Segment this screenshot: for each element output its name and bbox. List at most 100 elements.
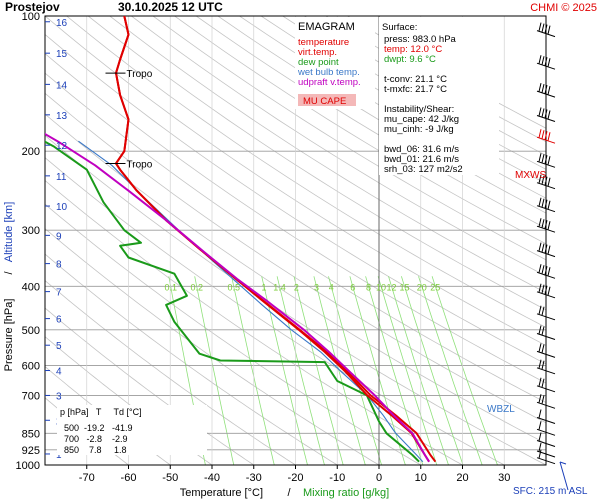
- wind-barb: [536, 22, 556, 38]
- mixing-ratio-line: [313, 276, 366, 465]
- mixing-ratio-label: 1.4: [273, 282, 286, 292]
- wind-barb: [536, 264, 556, 279]
- mixing-ratio-label: 8: [366, 282, 371, 292]
- mixing-ratio-label: 12: [386, 282, 396, 292]
- dry-adiabat: [174, 16, 546, 245]
- mixing-ratio-label: 3: [314, 282, 319, 292]
- y-tick-label: 200: [22, 146, 40, 158]
- mixing-ratio-label: 0.2: [190, 282, 203, 292]
- legend-wet-bulb: wet bulb temp.: [297, 67, 360, 78]
- wind-barb: [536, 283, 556, 299]
- info-line: mu_cinh: -9 J/kg: [384, 124, 454, 135]
- mixing-ratio-label: 0.1: [164, 282, 177, 292]
- y-tick-label: 400: [22, 281, 40, 293]
- legend-virt-temp: virt.temp.: [298, 47, 337, 58]
- wind-barb: [536, 218, 556, 233]
- surface-wind-barb: [559, 461, 569, 491]
- x-axis-label-separator: /: [287, 487, 291, 499]
- legend-dew-point: dew point: [298, 57, 339, 68]
- wind-barb: [536, 377, 556, 393]
- x-tick-label: -60: [121, 472, 137, 484]
- dry-adiabat: [87, 16, 546, 311]
- mixing-ratio-labels: 0.1 0.2 0.5 1 1.4 2 3 4 6 8 10 12 15 20 25: [164, 282, 440, 292]
- info-line: mu_cape: 42 J/kg: [384, 114, 459, 125]
- mixing-ratio-line: [377, 276, 438, 465]
- dry-adiabat: [152, 16, 546, 261]
- y-tick-label: 100: [22, 11, 40, 23]
- mixing-ratio-line: [231, 276, 275, 465]
- series-line-dew-point: [45, 140, 420, 463]
- legend: EMAGRAM temperature virt.temp. dew point…: [295, 17, 375, 109]
- surface-title: Surface:: [382, 22, 417, 33]
- altitude-tick-label: 5: [56, 341, 62, 352]
- y-axis-label: Pressure [hPa]: [3, 299, 15, 372]
- dry-adiabat: [45, 16, 546, 346]
- wind-barb: [536, 409, 556, 424]
- altitude-tick-label: 9: [56, 231, 62, 242]
- legend-title: EMAGRAM: [298, 21, 355, 33]
- wind-barb: [536, 107, 556, 122]
- credit-text: CHMI © 2025: [530, 2, 597, 14]
- mixing-ratio-line: [401, 276, 464, 465]
- wind-barb: [536, 394, 556, 409]
- mixing-ratio-label: 1: [261, 282, 266, 292]
- y-tick-label: 925: [22, 445, 40, 457]
- y-tick-label: 850: [22, 428, 40, 440]
- info-line: bwd_01: 21.6 m/s: [384, 154, 459, 165]
- mixing-ratio-label: 20: [417, 282, 427, 292]
- y-tick-label: 300: [22, 225, 40, 237]
- table-row: 500 -19.2 -41.9: [64, 423, 133, 433]
- wind-barb: [536, 449, 556, 465]
- altitude-tick-label: 14: [56, 80, 68, 91]
- dry-adiabat: [45, 72, 546, 404]
- wind-barb: [536, 82, 556, 98]
- mixing-ratio-line: [276, 276, 325, 465]
- info-line: t-conv: 21.1 °C: [384, 74, 447, 85]
- table-header: p [hPa] T Td [°C]: [60, 407, 142, 417]
- dry-adiabat: [45, 33, 546, 365]
- y-tick-label: 500: [22, 325, 40, 337]
- x-tick-label: 0: [376, 472, 382, 484]
- altitude-tick-label: 13: [56, 111, 68, 122]
- mixing-ratio-label: 2: [294, 282, 299, 292]
- dry-adiabat: [195, 16, 546, 229]
- x-tick-label: -30: [246, 472, 262, 484]
- sfc-label: SFC: 215 m ASL: [513, 486, 588, 497]
- mixing-ratio-label: 6: [350, 282, 355, 292]
- dry-adiabat: [239, 16, 546, 199]
- wind-barb: [536, 153, 556, 168]
- x-tick-label: -20: [288, 472, 304, 484]
- wbzl-label: WBZL: [487, 404, 515, 415]
- sounding-datetime: 30.10.2025 12 UTC: [118, 0, 223, 14]
- wind-barb: [536, 359, 556, 375]
- dry-adiabat: [217, 16, 546, 214]
- dry-adiabat: [45, 53, 546, 384]
- level-table: p [hPa] T Td [°C] 500 -19.2 -41.9 700 -2…: [57, 405, 207, 455]
- altitude-tick-label: 1: [56, 450, 62, 461]
- altitude-tick-label: 12: [56, 141, 68, 152]
- mixing-ratio-line: [261, 276, 308, 465]
- wind-barb: [536, 129, 556, 144]
- altitude-tick-label: 3: [56, 391, 62, 402]
- info-line: dwpt: 9.6 °C: [384, 54, 436, 65]
- x-axis-label: Temperature [°C]: [180, 487, 263, 499]
- mu-cape-badge-label: MU CAPE: [303, 96, 346, 107]
- wind-barb: [536, 432, 556, 447]
- wind-barb: [536, 55, 556, 70]
- info-line: srh_03: 127 m2/s2: [384, 164, 463, 175]
- y-tick-label: 700: [22, 390, 40, 402]
- wind-barb: [536, 343, 556, 358]
- x-tick-label: -70: [79, 472, 95, 484]
- tropopause-label: Tropo: [127, 69, 153, 80]
- mixing-ratio-line: [431, 276, 498, 465]
- table-row: 700 -2.8 -2.9: [64, 434, 128, 444]
- series-line-udpraft-v-temp-: [45, 132, 430, 463]
- y-axis-label-altitude: Altitude [km]: [3, 202, 15, 263]
- altitude-tick-label: 6: [56, 315, 62, 326]
- x-axis-label-mixing: Mixing ratio [g/kg]: [303, 487, 389, 499]
- info-line: press: 983.0 hPa: [384, 34, 457, 45]
- mixing-ratio-label: 25: [430, 282, 440, 292]
- altitude-tick-label: 15: [56, 49, 68, 60]
- wind-barb: [536, 197, 556, 213]
- mixing-ratio-label: 15: [399, 282, 409, 292]
